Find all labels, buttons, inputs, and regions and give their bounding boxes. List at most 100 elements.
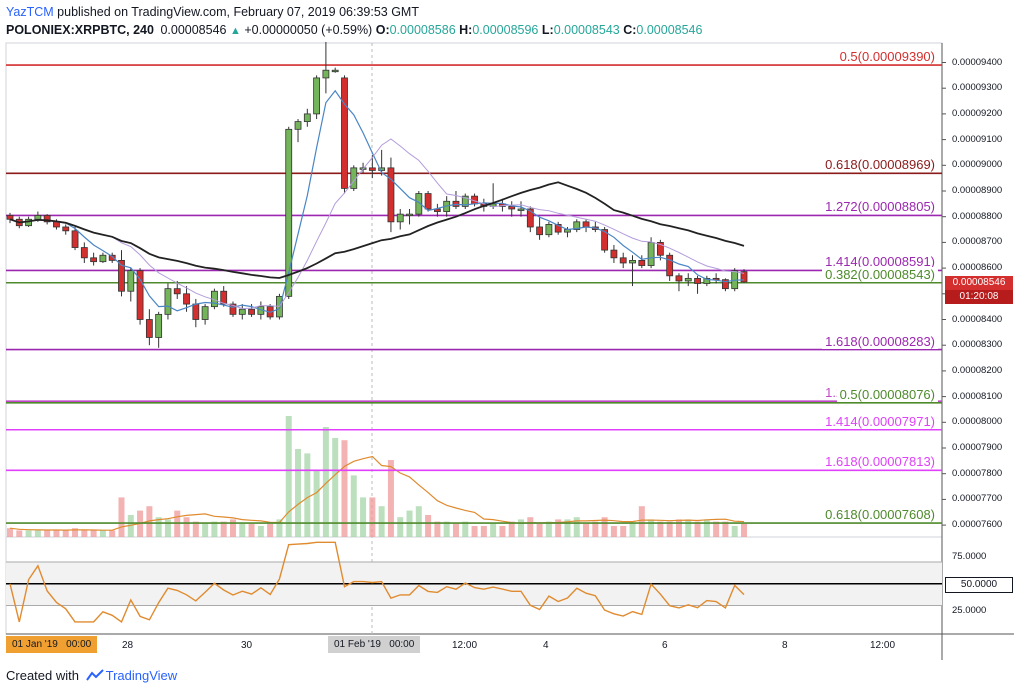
volume-bar (397, 517, 404, 537)
x-tick-label: 28 (122, 640, 134, 651)
high-label: H: (459, 23, 473, 37)
volume-bar (369, 497, 376, 537)
fib-level-label: 0.618(0.00008969) (822, 157, 938, 173)
publish-line: YazTCM published on TradingView.com, Feb… (6, 5, 419, 19)
volume-bar (192, 521, 199, 537)
volume-ma-line (9, 455, 745, 531)
volume-bar (434, 521, 441, 537)
candle-body (387, 167, 395, 223)
candle-body (145, 319, 153, 338)
y-tick-label: 0.00008000 (952, 416, 1003, 428)
candle-body (601, 229, 609, 251)
y-tick-label: 0.00008900 (952, 185, 1003, 196)
candle-body (201, 306, 209, 320)
candle-body (285, 128, 293, 297)
fib-level-label: 1.414(0.00007971) (822, 413, 938, 429)
candle-body (313, 77, 321, 115)
x-range-start: 01 Jan '19 00:00 (6, 636, 98, 653)
volume-bar (443, 521, 450, 537)
volume-bar (295, 449, 302, 537)
published-text: published on TradingView.com, February 0… (57, 5, 419, 19)
y-tick-label: 0.00008800 (952, 210, 1003, 222)
candle-body (722, 279, 729, 290)
candle-body (229, 303, 237, 315)
y-tick-label: 0.00009000 (952, 159, 1003, 171)
volume-bar (657, 521, 664, 537)
tradingview-brand[interactable]: TradingView (105, 668, 178, 683)
low-label: L: (541, 23, 554, 37)
volume-bar (332, 438, 339, 537)
candle-body (322, 69, 330, 79)
candle-body (127, 270, 135, 292)
fib-level-label: 1.414(0.00008591) (822, 254, 938, 270)
volume-bar (731, 526, 738, 537)
fib-level-label: 0.618(0.00007608) (822, 507, 938, 523)
candle-body (684, 277, 692, 282)
footer: Created with TradingView (6, 668, 177, 683)
volume-bar (350, 475, 357, 537)
candle-body (118, 259, 125, 292)
candle-body (108, 254, 116, 261)
y-tick-label: 0.00008600 (952, 262, 1003, 274)
y-tick-label: 0.00008100 (952, 390, 1003, 402)
ohlc-line: POLONIEX:XRPBTC, 240 0.00008546 ▲ +0.000… (6, 23, 702, 37)
y-tick-label: 0.00007700 (952, 493, 1003, 505)
rsi-tick-label: 25.0000 (952, 605, 987, 616)
y-tick-label: 0.00009100 (952, 133, 1003, 145)
close-label: C: (623, 23, 637, 37)
candle-body (90, 257, 98, 263)
price-badge: 0.00008546 (945, 276, 1013, 290)
candle-body (155, 313, 163, 338)
volume-bar (536, 523, 543, 537)
volume-bar (675, 519, 682, 537)
volume-bar (694, 521, 701, 537)
x-tick-label: 12:00 (452, 640, 478, 651)
candle-body (554, 224, 562, 233)
volume-bar (72, 528, 79, 537)
fib-level-label: 1.618(0.00007813) (822, 454, 938, 470)
volume-bar (211, 521, 218, 537)
fib-level-label: 0.5(0.00009390) (836, 49, 938, 65)
volume-bar (155, 517, 162, 537)
candle-body (508, 206, 516, 210)
rsi-line (9, 541, 745, 623)
volume-bar (741, 523, 747, 537)
symbol-label: POLONIEX:XRPBTC, 240 (6, 23, 154, 37)
volume-bar (304, 453, 311, 537)
candle-body (703, 277, 711, 284)
fib-level-label: 0.5(0.00008076) (836, 386, 938, 402)
candle-body (647, 241, 655, 266)
candle-body (303, 113, 311, 123)
candle-body (619, 257, 627, 264)
volume-bar (666, 521, 673, 537)
y-tick-label: 0.00007800 (952, 467, 1003, 479)
volume-bar (34, 530, 41, 537)
candle-body (248, 308, 255, 315)
price-change: +0.00000050 (+0.59%) (244, 23, 373, 37)
volume-bar (620, 526, 627, 537)
last-price: 0.00008546 (160, 23, 227, 37)
candle-body (629, 259, 636, 264)
volume-bar (583, 523, 590, 537)
author-name[interactable]: YazTCM (6, 5, 54, 19)
volume-bar (573, 517, 580, 537)
candle-body (6, 215, 14, 220)
volume-bar (425, 515, 432, 537)
volume-bar (601, 517, 608, 537)
candle-body (34, 215, 42, 220)
sma-fast-line (9, 89, 745, 313)
volume-bar (313, 471, 320, 537)
candle-body (396, 213, 404, 223)
volume-bar (7, 528, 13, 537)
candle-body (545, 224, 553, 236)
y-tick-label: 0.00008400 (952, 313, 1003, 325)
countdown-badge: 01:20:08 (945, 290, 1013, 304)
x-tick-label: 8 (782, 640, 788, 651)
volume-bar (685, 519, 692, 537)
x-tick-label: 12:00 (870, 640, 896, 651)
candle-body (43, 215, 51, 223)
volume-bar (81, 530, 88, 537)
volume-bar (378, 506, 385, 537)
candle-body (173, 288, 181, 295)
